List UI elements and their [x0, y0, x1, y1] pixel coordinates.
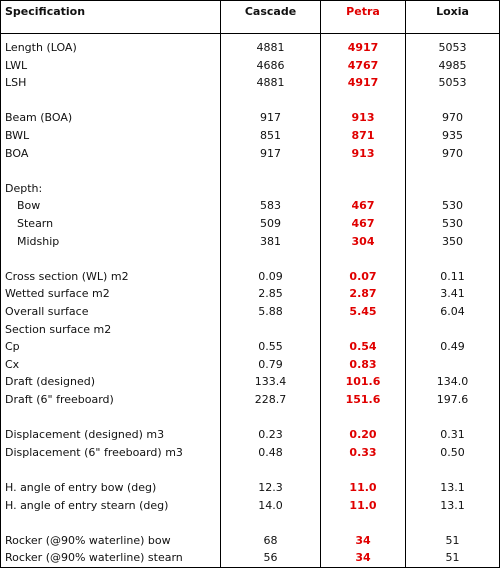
column-divider: [220, 1, 221, 567]
value-cell: 4985: [438, 58, 467, 72]
row-label: LWL: [5, 58, 28, 72]
value-cell: 0.31: [440, 428, 465, 442]
value-cell: 197.6: [436, 393, 469, 406]
value-cell: 970: [442, 146, 463, 160]
value-cell: 4881: [256, 76, 285, 90]
value-cell: 51: [445, 533, 460, 547]
row-label: Beam (BOA): [5, 111, 73, 125]
value-cell: 133.4: [254, 375, 287, 389]
value-cell: 4917: [347, 76, 379, 90]
row-label: Displacement (6" freeboard) m3: [5, 445, 183, 459]
header-divider: [1, 33, 499, 34]
row-label: Displacement (designed) m3: [5, 428, 165, 442]
value-cell: 467: [351, 217, 375, 230]
value-cell: 14.0: [258, 498, 283, 512]
value-cell: 871: [351, 129, 375, 142]
value-cell: 530: [442, 199, 463, 213]
row-label: Rocker (@90% waterline) bow: [5, 533, 171, 547]
row-label: Rocker (@90% waterline) stearn: [5, 551, 183, 565]
value-cell: 5.45: [349, 305, 377, 318]
value-cell: 381: [260, 234, 281, 248]
value-cell: 0.23: [258, 428, 283, 442]
row-label: LSH: [5, 76, 27, 90]
value-cell: 913: [351, 146, 375, 160]
value-cell: 5053: [438, 41, 467, 54]
column-header: Cascade: [244, 5, 297, 18]
value-cell: 4917: [347, 41, 379, 54]
value-cell: 228.7: [254, 393, 287, 406]
column-divider: [320, 1, 321, 567]
value-cell: 0.83: [349, 357, 377, 371]
value-cell: 0.79: [258, 357, 283, 371]
column-header: Specification: [5, 5, 86, 18]
row-label: Wetted surface m2: [5, 287, 110, 301]
value-cell: 4881: [256, 41, 285, 54]
row-label: BWL: [5, 129, 30, 142]
row-label: Cross section (WL) m2: [5, 269, 129, 283]
group-heading: Depth:: [5, 181, 43, 195]
value-cell: 0.50: [440, 445, 465, 459]
value-cell: 13.1: [440, 481, 465, 494]
value-cell: 917: [260, 111, 281, 125]
value-cell: 34: [355, 551, 371, 565]
column-header: Petra: [346, 5, 380, 18]
value-cell: 3.41: [440, 287, 465, 301]
value-cell: 13.1: [440, 498, 465, 512]
value-cell: 34: [355, 533, 371, 547]
value-cell: 583: [260, 199, 281, 213]
value-cell: 467: [351, 199, 375, 213]
row-label: Cp: [5, 340, 20, 354]
value-cell: 5053: [438, 76, 467, 90]
value-cell: 509: [260, 217, 281, 230]
value-cell: 4686: [256, 58, 285, 72]
value-cell: 2.87: [349, 287, 377, 301]
value-cell: 913: [351, 111, 375, 125]
value-cell: 0.09: [258, 269, 283, 283]
row-label: Section surface m2: [5, 322, 112, 336]
value-cell: 101.6: [345, 375, 381, 389]
value-cell: 935: [442, 129, 463, 142]
value-cell: 56: [263, 551, 278, 565]
value-cell: 11.0: [349, 498, 377, 512]
value-cell: 0.49: [440, 340, 465, 354]
row-label: Draft (designed): [5, 375, 96, 389]
column-divider: [405, 1, 406, 567]
value-cell: 68: [263, 533, 278, 547]
value-cell: 51: [445, 551, 460, 565]
row-label: H. angle of entry stearn (deg): [5, 498, 169, 512]
value-cell: 970: [442, 111, 463, 125]
value-cell: 134.0: [436, 375, 469, 389]
row-label: Cx: [5, 357, 20, 371]
value-cell: 0.20: [349, 428, 377, 442]
value-cell: 0.11: [440, 269, 465, 283]
value-cell: 12.3: [258, 481, 283, 494]
value-cell: 0.54: [349, 340, 377, 354]
value-cell: 4767: [347, 58, 379, 72]
value-cell: 350: [442, 234, 463, 248]
value-cell: 851: [260, 129, 281, 142]
value-cell: 530: [442, 217, 463, 230]
value-cell: 2.85: [258, 287, 283, 301]
row-label: Bow: [17, 199, 41, 213]
value-cell: 11.0: [349, 481, 377, 494]
value-cell: 0.55: [258, 340, 283, 354]
value-cell: 0.48: [258, 445, 283, 459]
row-label: H. angle of entry bow (deg): [5, 481, 157, 494]
row-label: Overall surface: [5, 305, 89, 318]
row-label: Length (LOA): [5, 41, 77, 54]
value-cell: 151.6: [345, 393, 381, 406]
column-header: Loxia: [436, 5, 469, 18]
value-cell: 5.88: [258, 305, 283, 318]
value-cell: 6.04: [440, 305, 465, 318]
row-label: Midship: [17, 234, 60, 248]
row-label: BOA: [5, 146, 29, 160]
value-cell: 0.33: [349, 445, 377, 459]
value-cell: 0.07: [349, 269, 377, 283]
row-label: Draft (6" freeboard): [5, 393, 114, 406]
row-label: Stearn: [17, 217, 54, 230]
value-cell: 304: [351, 234, 375, 248]
value-cell: 917: [260, 146, 281, 160]
